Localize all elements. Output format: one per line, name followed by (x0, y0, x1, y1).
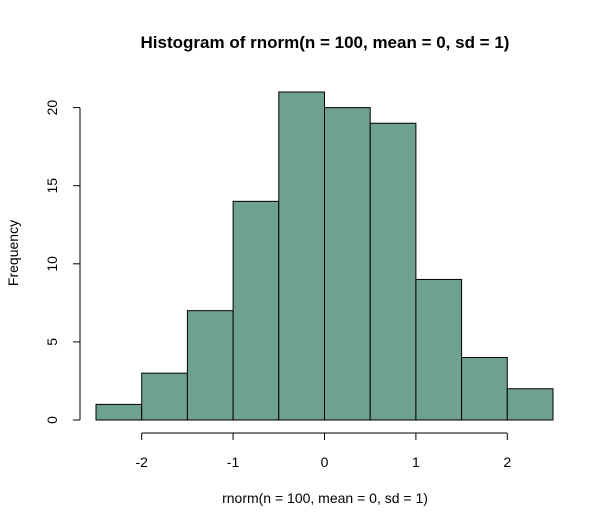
histogram-bar (369, 122, 417, 421)
histogram-bar (278, 91, 325, 421)
y-axis-label: Frequency (5, 220, 21, 286)
y-tick-label: 5 (44, 338, 60, 346)
histogram-bar (141, 372, 188, 421)
y-tick-label: 0 (44, 416, 60, 424)
histogram-bar (186, 310, 234, 421)
x-tick-label: -1 (227, 454, 240, 470)
y-tick-label: 10 (44, 256, 60, 272)
histogram-bar (461, 357, 508, 421)
y-tick-label: 15 (44, 178, 60, 194)
histogram-bar (324, 107, 371, 421)
x-tick-label: -2 (135, 454, 148, 470)
chart-title: Histogram of rnorm(n = 100, mean = 0, sd… (141, 33, 510, 52)
x-tick-label: 2 (503, 454, 511, 470)
bars-group (95, 91, 554, 421)
x-axis: -2 -1 0 1 2 (135, 432, 511, 470)
x-axis-label: rnorm(n = 100, mean = 0, sd = 1) (222, 490, 428, 506)
histogram-bar (415, 278, 463, 421)
x-tick-label: 1 (412, 454, 420, 470)
histogram-bar (95, 403, 143, 421)
histogram-bar (232, 200, 280, 421)
y-axis: 0 5 10 15 20 (44, 100, 81, 424)
histogram-bar (506, 388, 554, 421)
x-tick-label: 0 (321, 454, 329, 470)
y-tick-label: 20 (44, 100, 60, 116)
